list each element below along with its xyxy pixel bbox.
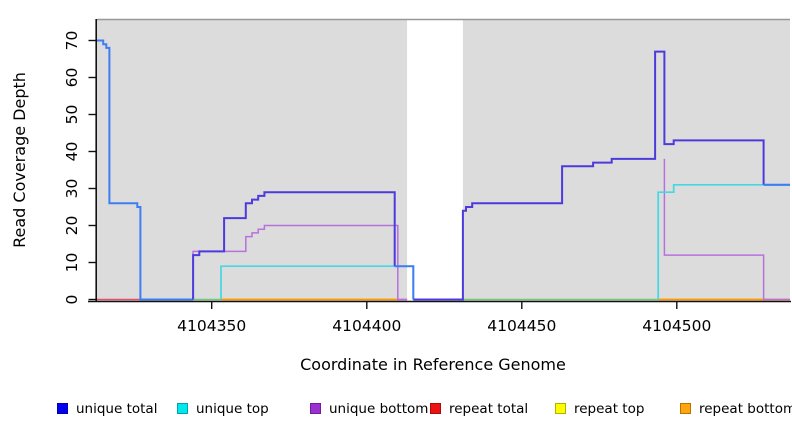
series-unique-total-pregap (394, 265, 415, 300)
coverage-gap-region (407, 19, 463, 302)
x-tick-label: 4104400 (332, 317, 401, 335)
series-unique-top-right (657, 183, 790, 300)
y-axis-title: Read Coverage Depth (10, 72, 29, 248)
series-unique-bottom-right (663, 158, 790, 301)
y-tick-label: 30 (63, 179, 81, 199)
x-tick-label: 4104350 (177, 317, 246, 335)
series-unique-total-mid (192, 191, 396, 300)
series-unique-total-left (97, 39, 194, 301)
y-tick-label: 10 (63, 253, 81, 273)
y-tick-label: 40 (63, 142, 81, 162)
y-tick-label: 0 (63, 295, 81, 305)
y-tick-label: 70 (63, 31, 81, 51)
series-unique-bottom-mid (192, 224, 408, 301)
y-tick-label: 50 (63, 105, 81, 125)
y-tick-label: 60 (63, 68, 81, 88)
x-tick-label: 4104500 (642, 317, 711, 335)
x-tick-label: 4104450 (487, 317, 556, 335)
y-tick-label: 20 (63, 216, 81, 236)
series-unique-total-right (413, 50, 765, 301)
x-axis-title: Coordinate in Reference Genome (300, 355, 566, 374)
